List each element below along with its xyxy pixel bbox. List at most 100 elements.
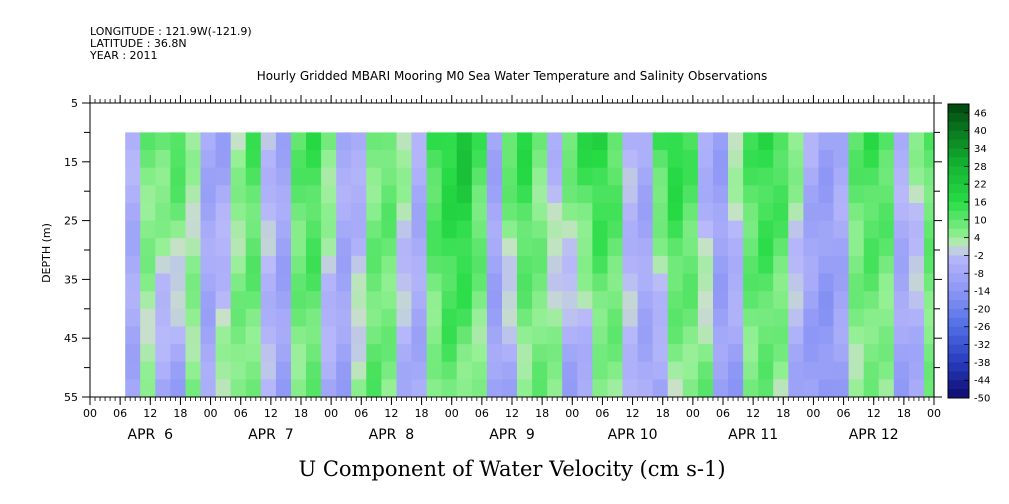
heatmap-cell [818, 326, 835, 345]
heatmap-cell [200, 167, 217, 186]
heatmap-cell [818, 255, 835, 275]
heatmap-cell [713, 150, 729, 169]
heatmap-cell [562, 203, 578, 222]
heatmap-cell [878, 150, 895, 169]
heatmap-cell [532, 255, 548, 275]
heatmap-cell [532, 185, 548, 204]
heatmap-cell [532, 344, 548, 363]
heatmap-cell [275, 273, 292, 292]
heatmap-cell [125, 167, 141, 186]
colorbar-segment [948, 300, 969, 310]
heatmap-cell [848, 203, 865, 222]
heatmap-cell [728, 220, 744, 239]
x-day-label: APR 8 [369, 427, 415, 443]
heatmap-cell [773, 132, 789, 151]
heatmap-cell [321, 308, 337, 327]
heatmap-cell [758, 326, 774, 345]
heatmap-cell [788, 238, 804, 257]
heatmap-cell [486, 255, 503, 275]
heatmap-cell [456, 273, 473, 292]
heatmap-cell [502, 203, 518, 222]
heatmap-cell [818, 220, 835, 239]
heatmap-cell [788, 220, 804, 239]
heatmap-cell [381, 132, 398, 151]
heatmap-cell [577, 344, 593, 363]
heatmap-cell [682, 379, 699, 398]
x-axis-label: U Component of Water Velocity (cm s-1) [298, 457, 725, 481]
heatmap-cell [185, 326, 202, 345]
heatmap-cell [245, 167, 262, 186]
heatmap-cell [426, 308, 443, 327]
heatmap-cell [381, 361, 398, 380]
heatmap-cell [803, 379, 820, 398]
heatmap-cell [381, 273, 398, 292]
chart-title: Hourly Gridded MBARI Mooring M0 Sea Wate… [257, 69, 768, 83]
heatmap-cell [140, 361, 156, 380]
heatmap-cell [245, 379, 262, 398]
x-hour-tick-label: 06 [837, 407, 851, 420]
heatmap-cell [411, 238, 428, 257]
heatmap-cell [275, 203, 292, 222]
y-axis-label: DEPTH (m) [40, 223, 53, 283]
heatmap-cell [471, 361, 488, 380]
colorbar-segment [948, 184, 969, 194]
heatmap-cell [275, 326, 292, 345]
heatmap-cell [728, 326, 744, 345]
heatmap-cell [321, 238, 337, 257]
heatmap-cell [924, 220, 935, 239]
heatmap-cell [321, 167, 337, 186]
heatmap-cell [306, 238, 322, 257]
heatmap-cell [637, 220, 654, 239]
heatmap-cell [275, 185, 292, 204]
heatmap-cell [667, 308, 684, 327]
heatmap-cell [863, 238, 880, 257]
heatmap-cell [230, 361, 247, 380]
heatmap-cell [306, 308, 322, 327]
heatmap-cell [396, 255, 413, 275]
heatmap-cell [788, 326, 804, 345]
heatmap-cell [517, 326, 533, 345]
heatmap-cell [773, 185, 789, 204]
heatmap-cell [728, 273, 744, 292]
heatmap-cell [456, 255, 473, 275]
heatmap-cell [728, 255, 744, 275]
heatmap-cell [924, 273, 935, 292]
heatmap-cell [230, 167, 247, 186]
heatmap-cell [773, 326, 789, 345]
heatmap-cell [351, 150, 367, 169]
x-hour-tick-label: 12 [505, 407, 519, 420]
heatmap-cell [592, 150, 609, 169]
heatmap-cell [924, 238, 935, 257]
heatmap-cell [758, 273, 774, 292]
heatmap-cell [908, 291, 925, 310]
heatmap-cell [215, 344, 232, 363]
heatmap-cell [517, 379, 533, 398]
heatmap-cell [381, 150, 398, 169]
heatmap-cell [818, 132, 835, 151]
heatmap-cell [758, 132, 774, 151]
heatmap-cell [848, 220, 865, 239]
x-hour-tick-label: 00 [806, 407, 820, 420]
heatmap-cell [607, 220, 624, 239]
heatmap-cell [547, 361, 563, 380]
colorbar-segment [948, 255, 969, 265]
heatmap-cell [426, 167, 443, 186]
heatmap-cell [532, 291, 548, 310]
colorbar-label: -14 [974, 287, 990, 298]
heatmap-cell [803, 167, 820, 186]
heatmap-cell [607, 203, 624, 222]
heatmap-cell [185, 203, 202, 222]
heatmap-cell [773, 255, 789, 275]
heatmap-cell [411, 185, 428, 204]
heatmap-cell [682, 185, 699, 204]
heatmap-cell [351, 238, 367, 257]
heatmap-cell [245, 238, 262, 257]
heatmap-cell [170, 326, 187, 345]
heatmap-cell [245, 203, 262, 222]
heatmap-cell [396, 326, 413, 345]
heatmap-cell [336, 273, 352, 292]
year-label: YEAR : 2011 [90, 49, 158, 62]
heatmap-cell [713, 326, 729, 345]
heatmap-cell [878, 238, 895, 257]
